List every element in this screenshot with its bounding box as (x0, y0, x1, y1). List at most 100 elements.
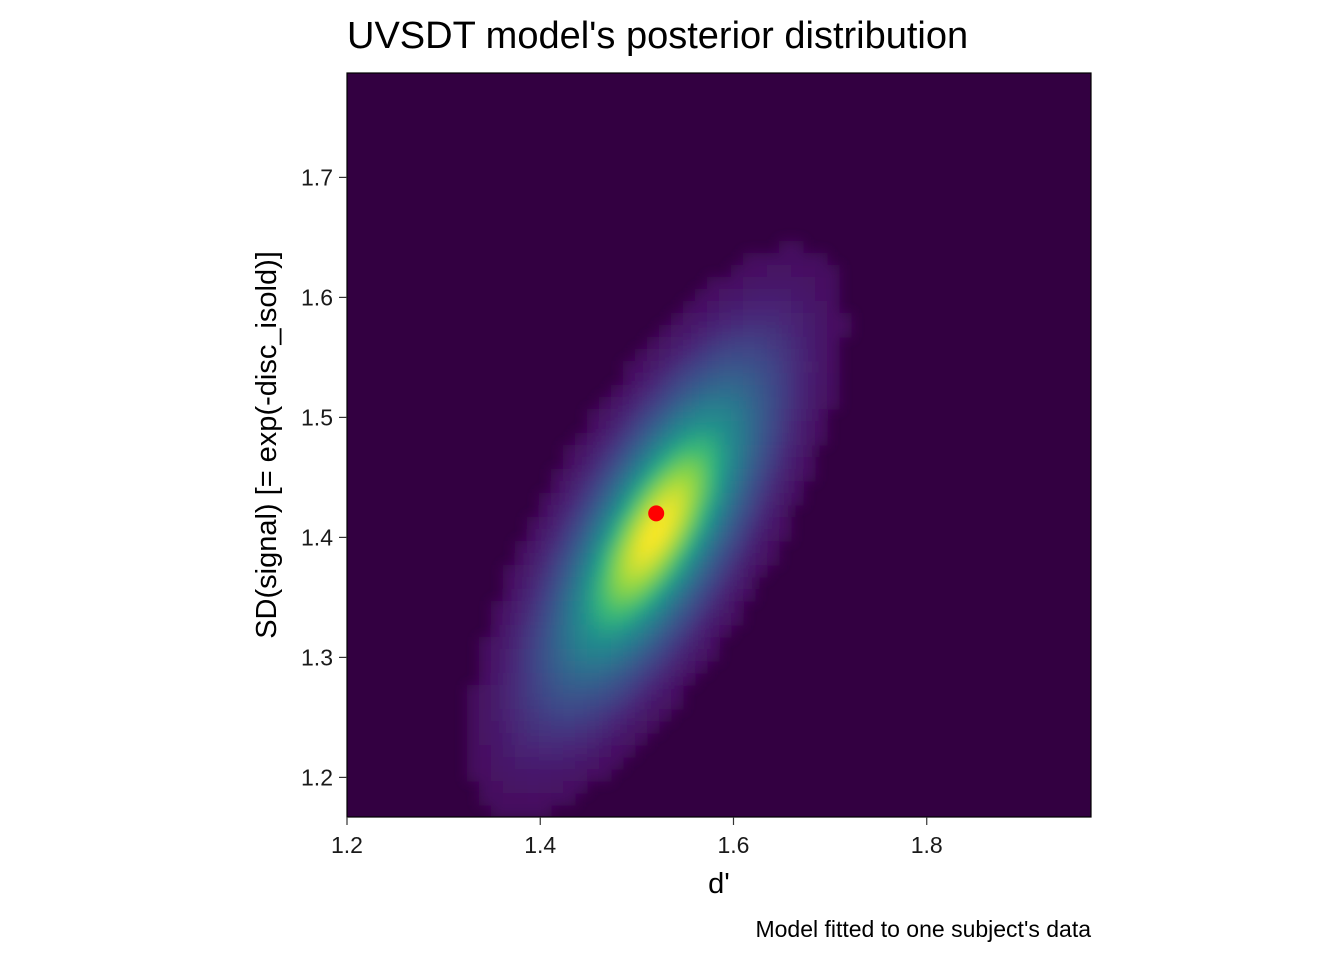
heatmap-cell (467, 709, 480, 722)
heatmap-cell (467, 733, 480, 746)
heatmap-cell (659, 661, 672, 674)
heatmap-cell (779, 253, 792, 266)
heatmap-cell (611, 409, 624, 422)
heatmap-cell (731, 409, 744, 422)
heatmap-cell (575, 469, 588, 482)
heatmap-cell (671, 409, 684, 422)
heatmap-cell (563, 685, 576, 698)
heatmap-cell (587, 493, 600, 506)
heatmap-cell (599, 613, 612, 626)
heatmap-cell (563, 517, 576, 530)
heatmap-cell (515, 589, 528, 602)
heatmap-cell (659, 529, 672, 542)
heatmap-cell (635, 589, 648, 602)
heatmap-cell (767, 253, 780, 266)
heatmap-cell (659, 517, 672, 530)
heatmap-cell (827, 349, 840, 362)
heatmap-cell (575, 757, 588, 770)
heatmap-cell (731, 517, 744, 530)
heatmap-cell (767, 421, 780, 434)
heatmap-cell (539, 661, 552, 674)
heatmap-cell (467, 769, 480, 782)
heatmap-cell (659, 325, 672, 338)
heatmap-cell (719, 601, 732, 614)
heatmap-cell (683, 541, 696, 554)
heatmap-cell (803, 421, 816, 434)
heatmap-cell (659, 697, 672, 710)
heatmap-cell (707, 541, 720, 554)
heatmap-cell (731, 265, 744, 278)
heatmap-cell (743, 277, 756, 290)
heatmap-cell (575, 493, 588, 506)
heatmap-cell (611, 469, 624, 482)
heatmap-cell (827, 313, 840, 326)
heatmap-cell (611, 625, 624, 638)
heatmap-cell (695, 565, 708, 578)
heatmap-cell (647, 673, 660, 686)
heatmap-cell (527, 625, 540, 638)
heatmap-cell (659, 625, 672, 638)
heatmap-cell (539, 793, 552, 806)
heatmap-cell (623, 553, 636, 566)
heatmap-cell (779, 373, 792, 386)
heatmap-cell (587, 769, 600, 782)
heatmap-cell (623, 625, 636, 638)
heatmap-cell (623, 673, 636, 686)
heatmap-cell (587, 505, 600, 518)
heatmap-cell (683, 613, 696, 626)
heatmap-cell (755, 445, 768, 458)
heatmap-cell (599, 637, 612, 650)
heatmap-cell (539, 709, 552, 722)
heatmap-cell (611, 505, 624, 518)
heatmap-cell (635, 625, 648, 638)
heatmap-cell (527, 553, 540, 566)
heatmap-cell (767, 313, 780, 326)
heatmap-cell (791, 337, 804, 350)
heatmap-cell (803, 457, 816, 470)
heatmap-cell (491, 757, 504, 770)
heatmap-cell (623, 697, 636, 710)
heatmap-cell (707, 565, 720, 578)
heatmap-cell (719, 445, 732, 458)
heatmap-cell (695, 637, 708, 650)
heatmap-cell (623, 505, 636, 518)
heatmap-cell (767, 445, 780, 458)
heatmap-cell (743, 301, 756, 314)
heatmap-cell (719, 325, 732, 338)
heatmap-cell (683, 505, 696, 518)
heatmap-cell (599, 553, 612, 566)
heatmap-cell (767, 325, 780, 338)
heatmap-cell (719, 577, 732, 590)
heatmap-cell (635, 541, 648, 554)
heatmap-cell (539, 541, 552, 554)
heatmap-cell (551, 697, 564, 710)
heatmap-cell (671, 337, 684, 350)
heatmap-cell (527, 721, 540, 734)
heatmap-cell (695, 301, 708, 314)
heatmap-cell (611, 661, 624, 674)
heatmap-cell (635, 433, 648, 446)
heatmap-cell (611, 685, 624, 698)
heatmap-cell (623, 733, 636, 746)
heatmap-cell (731, 613, 744, 626)
heatmap-cell (719, 505, 732, 518)
heatmap-cell (731, 565, 744, 578)
heatmap-cell (683, 601, 696, 614)
heatmap-cell (791, 301, 804, 314)
heatmap-cell (503, 757, 516, 770)
heatmap-cell (743, 493, 756, 506)
heatmap-cell (659, 565, 672, 578)
heatmap-cell (647, 409, 660, 422)
heatmap-cell (659, 409, 672, 422)
heatmap-cell (827, 301, 840, 314)
heatmap-cell (779, 457, 792, 470)
heatmap-cell (707, 469, 720, 482)
heatmap-cell (755, 397, 768, 410)
heatmap-cell (551, 625, 564, 638)
heatmap-cell (683, 385, 696, 398)
heatmap-cell (779, 277, 792, 290)
heatmap-cell (707, 301, 720, 314)
heatmap-cell (647, 565, 660, 578)
heatmap-cell (611, 541, 624, 554)
heatmap-cell (683, 529, 696, 542)
